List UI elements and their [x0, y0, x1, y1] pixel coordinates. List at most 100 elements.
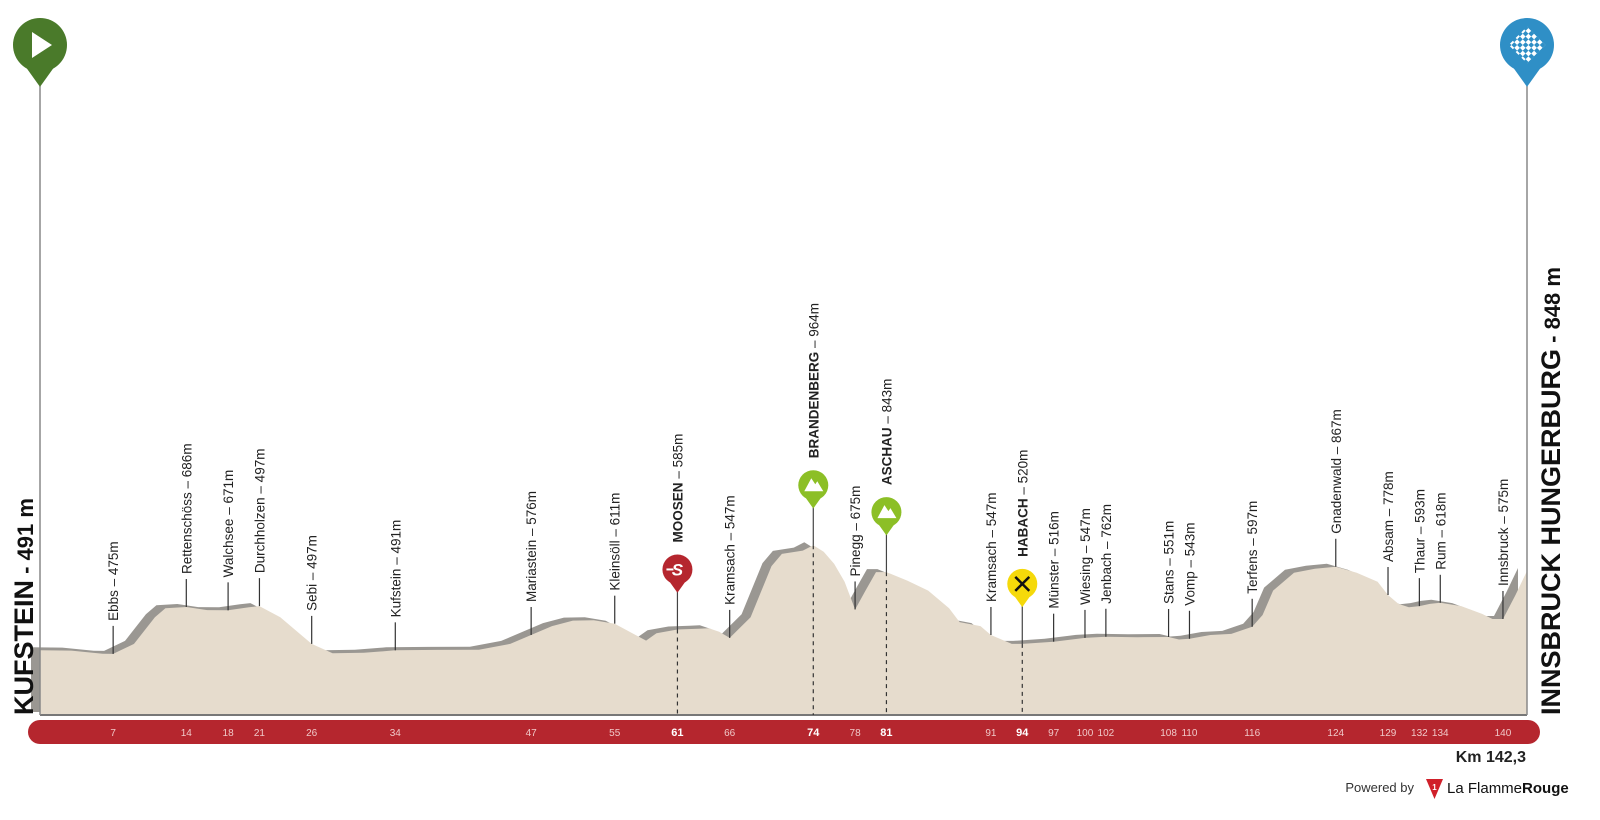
pin-tail [878, 524, 894, 536]
waypoint-label: ASCHAU – 843m [879, 379, 894, 486]
feed-marker [1007, 568, 1038, 608]
waypoint-name: Kufstein [388, 569, 403, 618]
km-tick-label: 102 [1098, 728, 1115, 739]
waypoint-label: BRANDENBERG – 964m [806, 303, 821, 458]
km-tick-label: 18 [223, 728, 235, 739]
waypoint-label: Pinegg – 675m [848, 486, 863, 577]
waypoint-elevation: – 576m [524, 491, 539, 540]
pin-tail [1513, 67, 1541, 87]
km-tick-label: 61 [671, 727, 683, 739]
waypoint-elevation: – 547m [723, 495, 738, 544]
pin-circle [662, 554, 693, 585]
waypoint-name: Walchsee [221, 519, 236, 578]
waypoint-label: Ebbs – 475m [106, 541, 121, 621]
waypoint-name: Rum [1433, 541, 1448, 570]
km-tick-label: 78 [850, 728, 862, 739]
la-flamme-rouge-logo-icon: 1 [1426, 779, 1443, 799]
waypoint-elevation: – 551m [1162, 521, 1177, 570]
waypoint-elevation: – 520m [1015, 450, 1030, 499]
terrain-base [40, 711, 1527, 715]
waypoint-name: HABACH [1015, 498, 1030, 557]
finish-marker [1500, 18, 1554, 87]
svg-text:1: 1 [1432, 783, 1437, 792]
waypoint-elevation: – 843m [879, 379, 894, 428]
waypoint-label: Kufstein – 491m [388, 520, 403, 618]
km-tick-label: 81 [880, 727, 892, 739]
waypoint-label: Münster – 516m [1047, 511, 1062, 609]
km-tick-label: 91 [985, 728, 997, 739]
waypoint-elevation: – 671m [221, 470, 236, 519]
km-tick-label: 94 [1016, 727, 1029, 739]
waypoint-label: Kramsach – 547m [723, 495, 738, 605]
waypoint-name: ASCHAU [879, 427, 894, 485]
km-tick-label: 21 [254, 728, 266, 739]
finish-label: INNSBRUCK HUNGERBURG - 848 m [1536, 267, 1566, 715]
waypoint-name: Absam [1381, 520, 1396, 562]
km-tick-label: 116 [1244, 728, 1260, 739]
mountain-icon [877, 505, 897, 519]
waypoint-elevation: – 778m [1381, 471, 1396, 520]
waypoint-name: Ebbs [106, 590, 121, 621]
waypoint-label: Sebi – 497m [305, 535, 320, 611]
waypoint-name: Gnadenwald [1329, 458, 1344, 534]
waypoint-label: Rum – 618m [1433, 492, 1448, 569]
km-tick-label: 108 [1160, 728, 1177, 739]
waypoint-elevation: – 867m [1329, 409, 1344, 458]
waypoint-elevation: – 675m [848, 486, 863, 535]
pin-tail [669, 582, 685, 593]
pin-tail [805, 497, 821, 509]
waypoint-name: Vomp [1182, 571, 1197, 606]
waypoint-name: Rettenschöss [179, 492, 194, 574]
waypoint-elevation: – 491m [388, 520, 403, 569]
waypoint-label: Kramsach – 547m [984, 492, 999, 602]
powered-by-text: Powered by [1345, 780, 1414, 795]
waypoint-labels: Ebbs – 475m Rettenschöss – 686m Walchsee –… [106, 303, 1511, 621]
km-axis: 7 14 18 21 26 34 47 55 61 66 74 78 81 91 94 97 100 102 108… [28, 720, 1540, 744]
waypoint-elevation: – 597m [1245, 501, 1260, 550]
waypoint-elevation: – 497m [252, 449, 267, 498]
pin-tail [26, 67, 54, 87]
waypoint-label: Innsbruck – 575m [1496, 479, 1511, 586]
brand-name: La FlammeRouge [1447, 780, 1569, 797]
waypoint-name: Mariastein [524, 540, 539, 602]
waypoint-name: MOOSEN [670, 482, 685, 542]
waypoint-name: Terfens [1245, 549, 1260, 594]
km-tick-label: 134 [1432, 728, 1449, 739]
km-tick-label: 55 [609, 728, 621, 739]
km-tick-label: 97 [1048, 728, 1060, 739]
waypoint-name: BRANDENBERG [806, 352, 821, 459]
sprint-icon: S [672, 560, 684, 579]
climb-marker [871, 497, 902, 536]
waypoint-name: Kramsach [723, 544, 738, 605]
waypoint-elevation: – 497m [305, 535, 320, 584]
waypoint-name: Münster [1047, 559, 1062, 608]
waypoint-elevation: – 547m [1078, 508, 1093, 557]
fork-knife-icon [1014, 576, 1031, 592]
waypoint-label: Terfens – 597m [1245, 501, 1260, 594]
waypoint-label: Durchholzen – 497m [252, 449, 267, 574]
km-tick-label: 140 [1495, 728, 1512, 739]
waypoint-label: Wiesing – 547m [1078, 508, 1093, 605]
km-tick-label: 26 [306, 728, 318, 739]
km-tick-label: 132 [1411, 728, 1428, 739]
waypoint-elevation: – 611m [608, 493, 623, 541]
waypoint-label: Gnadenwald – 867m [1329, 409, 1344, 534]
km-tick-label: 7 [110, 728, 116, 739]
waypoint-name: Innsbruck [1496, 527, 1511, 586]
waypoint-elevation: – 964m [806, 303, 821, 352]
checkered-flag-icon [1508, 26, 1546, 64]
waypoint-label: Walchsee – 671m [221, 470, 236, 578]
waypoint-label: MOOSEN – 585m [670, 434, 685, 543]
waypoint-name: Kramsach [984, 541, 999, 602]
km-tick-label: 34 [390, 728, 402, 739]
climb-marker [798, 470, 829, 509]
elevation-profile [40, 545, 1527, 716]
km-axis-bar [28, 720, 1540, 744]
start-marker [13, 18, 67, 87]
waypoint-name: Pinegg [848, 534, 863, 576]
waypoint-name: Kleinsöll [608, 540, 623, 590]
waypoint-lines [112, 505, 1504, 715]
waypoint-label: Mariastein – 576m [524, 491, 539, 602]
start-label: KUFSTEIN - 491 m [9, 498, 39, 715]
